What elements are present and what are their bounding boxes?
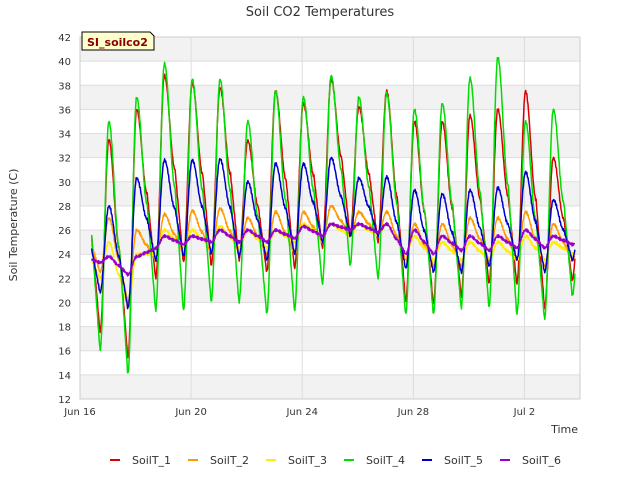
- y-tick-label: 18: [58, 323, 71, 334]
- y-tick-label: 34: [58, 130, 71, 141]
- x-tick-label: Jun 20: [174, 407, 207, 418]
- y-tick-label: 24: [58, 250, 71, 261]
- x-tick-label: Jun 16: [63, 407, 96, 418]
- legend-label: SoilT_1: [132, 454, 171, 467]
- grid: [79, 36, 580, 400]
- plot-band: [80, 374, 580, 399]
- site-label-box: SI_soilco2: [81, 31, 155, 51]
- x-axis-label: Time: [550, 423, 578, 436]
- y-axis-label: Soil Temperature (C): [7, 169, 20, 282]
- legend-label: SoilT_2: [210, 454, 249, 467]
- y-tick-label: 16: [58, 347, 71, 358]
- y-tick-label: 40: [58, 57, 71, 68]
- plot-band: [80, 133, 580, 158]
- x-tick-label: Jun 24: [285, 407, 318, 418]
- chart-title: Soil CO2 Temperatures: [246, 5, 395, 20]
- series-lines: [90, 56, 576, 374]
- y-tick-label: 26: [58, 226, 71, 237]
- x-tick-label: Jul 2: [513, 407, 536, 418]
- plot-band: [80, 181, 580, 206]
- site-label: SI_soilco2: [87, 36, 148, 49]
- series-line-soilt_2: [90, 204, 576, 304]
- plot-band: [80, 278, 580, 303]
- plot-band: [80, 37, 580, 62]
- legend-label: SoilT_5: [444, 454, 483, 467]
- axes: 12 14 16 18 20 22 24 26 28 30 32 34 36 38 40 42 Jun 16 Ju…: [58, 33, 581, 418]
- series-line-soilt_6: [90, 221, 576, 277]
- y-tick-label: 36: [58, 105, 71, 116]
- y-tick-label: 20: [58, 298, 71, 309]
- plot-band: [80, 326, 580, 351]
- legend-label: SoilT_4: [366, 454, 405, 467]
- y-tick-label: 32: [58, 154, 71, 165]
- y-tick-label: 30: [58, 178, 71, 189]
- y-tick-label: 14: [58, 371, 71, 382]
- y-tick-label: 42: [58, 33, 71, 44]
- series-line-soilt_5: [90, 156, 576, 310]
- legend: SoilT_1 SoilT_2 SoilT_3 SoilT_4 SoilT_5 SoilT…: [110, 454, 561, 467]
- y-tick-label: 28: [58, 202, 71, 213]
- y-tick-label: 22: [58, 274, 71, 285]
- x-tick-label: Jun 28: [397, 407, 430, 418]
- y-tick-label: 38: [58, 81, 71, 92]
- legend-label: SoilT_6: [522, 454, 561, 467]
- legend-label: SoilT_3: [288, 454, 327, 467]
- y-tick-label: 12: [58, 395, 71, 406]
- plot-frame: [79, 36, 581, 400]
- series-line-soilt_4: [90, 56, 576, 374]
